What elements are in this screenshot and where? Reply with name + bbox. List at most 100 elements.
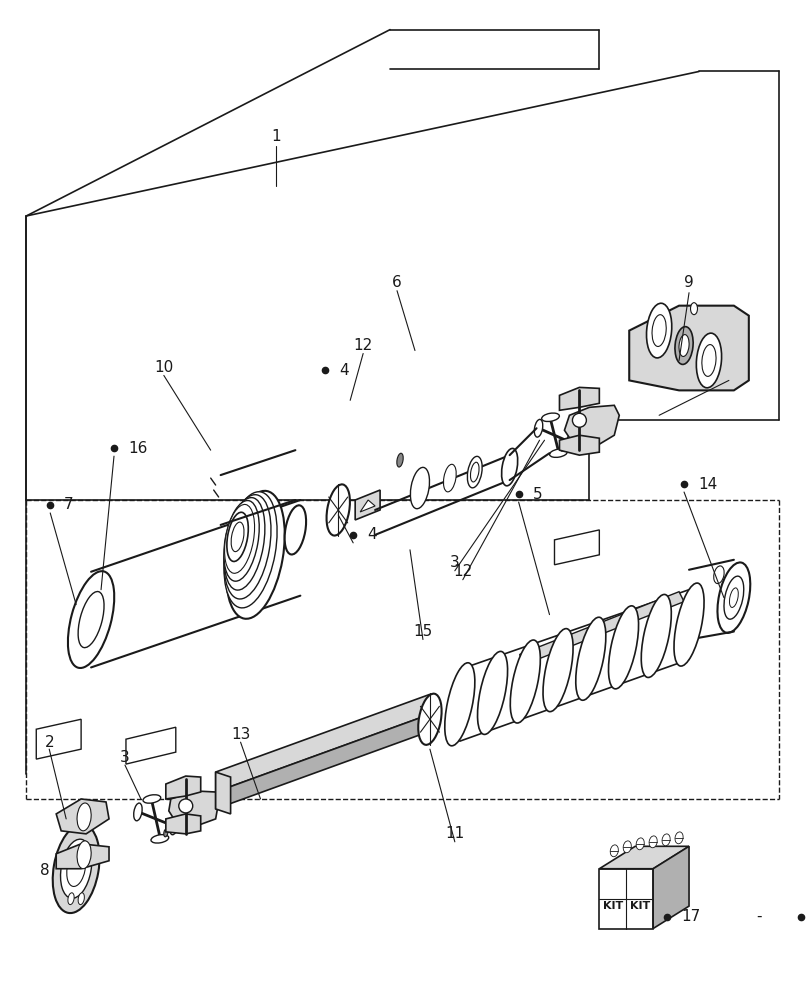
Ellipse shape xyxy=(467,456,482,488)
Ellipse shape xyxy=(501,448,517,486)
Polygon shape xyxy=(216,772,230,814)
Text: 13: 13 xyxy=(230,727,250,742)
Ellipse shape xyxy=(635,838,643,850)
Polygon shape xyxy=(354,490,380,520)
Ellipse shape xyxy=(470,462,478,482)
Ellipse shape xyxy=(646,303,671,358)
Ellipse shape xyxy=(673,583,703,666)
Polygon shape xyxy=(554,530,599,565)
Ellipse shape xyxy=(78,893,84,905)
Polygon shape xyxy=(126,727,175,764)
Ellipse shape xyxy=(224,501,259,581)
Ellipse shape xyxy=(477,651,507,734)
Text: 17: 17 xyxy=(680,909,699,924)
Ellipse shape xyxy=(231,522,244,552)
Polygon shape xyxy=(629,306,748,390)
Ellipse shape xyxy=(224,495,271,599)
Ellipse shape xyxy=(224,492,277,608)
Text: 14: 14 xyxy=(697,477,716,492)
Ellipse shape xyxy=(696,333,721,388)
Ellipse shape xyxy=(224,498,264,590)
Polygon shape xyxy=(652,846,689,929)
Text: 16: 16 xyxy=(128,441,147,456)
Ellipse shape xyxy=(443,464,456,492)
Ellipse shape xyxy=(418,694,441,745)
Ellipse shape xyxy=(226,512,248,561)
Ellipse shape xyxy=(78,592,104,648)
Polygon shape xyxy=(56,799,109,834)
Text: 8: 8 xyxy=(41,863,50,878)
Ellipse shape xyxy=(67,851,85,886)
Ellipse shape xyxy=(661,834,669,846)
Polygon shape xyxy=(599,846,689,869)
Ellipse shape xyxy=(572,413,586,427)
Text: 1: 1 xyxy=(272,129,281,144)
Polygon shape xyxy=(519,592,683,664)
Ellipse shape xyxy=(151,835,169,843)
Text: KIT: KIT xyxy=(602,901,622,911)
Ellipse shape xyxy=(728,588,737,607)
Ellipse shape xyxy=(575,617,605,700)
Ellipse shape xyxy=(77,803,91,831)
Text: 3: 3 xyxy=(449,555,459,570)
Polygon shape xyxy=(216,694,429,792)
Text: KIT: KIT xyxy=(629,901,649,911)
Ellipse shape xyxy=(134,803,142,821)
Ellipse shape xyxy=(549,449,567,457)
Polygon shape xyxy=(36,719,81,759)
Polygon shape xyxy=(564,405,619,450)
Text: 6: 6 xyxy=(392,275,401,290)
Ellipse shape xyxy=(509,640,539,723)
Polygon shape xyxy=(165,814,200,834)
Ellipse shape xyxy=(689,303,697,315)
Ellipse shape xyxy=(622,841,630,853)
Ellipse shape xyxy=(444,663,474,746)
Polygon shape xyxy=(56,844,109,869)
Ellipse shape xyxy=(285,505,306,554)
Text: 9: 9 xyxy=(684,275,693,290)
Ellipse shape xyxy=(61,839,92,898)
Text: 4: 4 xyxy=(339,363,349,378)
Text: 15: 15 xyxy=(413,624,432,639)
Ellipse shape xyxy=(225,504,255,573)
Ellipse shape xyxy=(565,433,574,451)
Ellipse shape xyxy=(607,606,637,689)
Ellipse shape xyxy=(143,795,161,803)
Ellipse shape xyxy=(674,327,693,364)
Ellipse shape xyxy=(326,484,350,536)
Text: -: - xyxy=(755,909,761,924)
Text: 12: 12 xyxy=(453,564,472,579)
Text: 4: 4 xyxy=(367,527,376,542)
Ellipse shape xyxy=(68,893,74,905)
Ellipse shape xyxy=(410,467,429,509)
Ellipse shape xyxy=(610,845,618,857)
Text: 3: 3 xyxy=(120,750,130,765)
Ellipse shape xyxy=(713,566,723,584)
Ellipse shape xyxy=(674,832,682,844)
Ellipse shape xyxy=(648,836,656,848)
Text: 2: 2 xyxy=(45,735,54,750)
Text: 11: 11 xyxy=(444,826,464,841)
Polygon shape xyxy=(216,714,429,809)
Ellipse shape xyxy=(169,817,178,835)
Ellipse shape xyxy=(701,345,715,376)
Polygon shape xyxy=(165,776,200,799)
Ellipse shape xyxy=(68,571,114,668)
Ellipse shape xyxy=(541,413,559,422)
Ellipse shape xyxy=(53,824,100,913)
Ellipse shape xyxy=(717,562,749,633)
Text: 10: 10 xyxy=(154,360,174,375)
Ellipse shape xyxy=(678,335,689,356)
Ellipse shape xyxy=(77,841,91,869)
Ellipse shape xyxy=(164,829,168,837)
Ellipse shape xyxy=(560,443,564,451)
Ellipse shape xyxy=(641,594,671,677)
Text: 5: 5 xyxy=(532,487,542,502)
Polygon shape xyxy=(559,435,599,455)
Ellipse shape xyxy=(723,576,743,619)
Polygon shape xyxy=(169,791,218,827)
Polygon shape xyxy=(360,500,375,512)
Ellipse shape xyxy=(226,491,285,619)
Text: 7: 7 xyxy=(64,497,74,512)
Text: 12: 12 xyxy=(353,338,372,353)
